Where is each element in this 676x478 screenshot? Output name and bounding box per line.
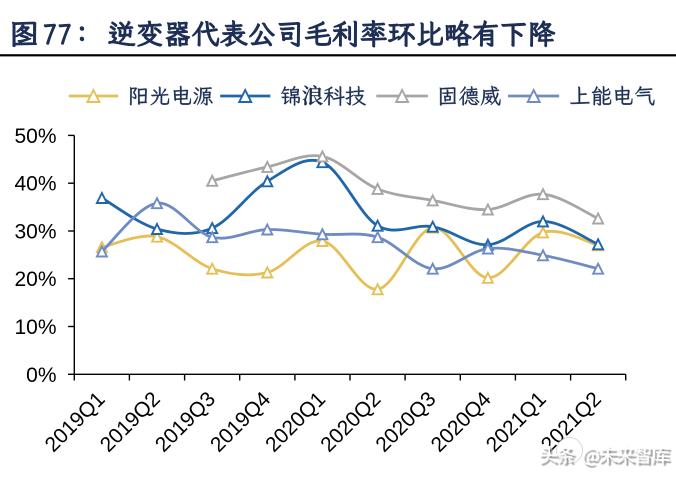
svg-text:10%: 10% — [14, 316, 56, 339]
svg-text:20%: 20% — [14, 268, 56, 291]
svg-text:30%: 30% — [14, 221, 56, 244]
svg-text:50%: 50% — [14, 125, 56, 148]
svg-text:40%: 40% — [14, 173, 56, 196]
svg-text:0%: 0% — [26, 364, 56, 387]
